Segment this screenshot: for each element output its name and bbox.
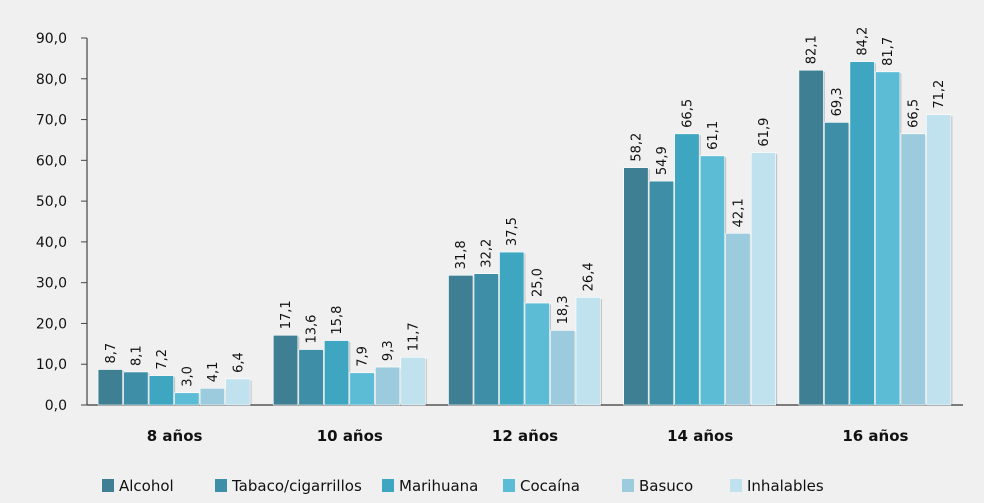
x-category-label: 16 años bbox=[842, 427, 908, 445]
bar bbox=[699, 155, 726, 406]
data-label: 32,2 bbox=[480, 239, 495, 268]
bar bbox=[199, 387, 225, 406]
data-label: 15,8 bbox=[330, 306, 345, 335]
data-label: 81,7 bbox=[881, 37, 896, 66]
data-label: 11,7 bbox=[407, 322, 422, 351]
data-label: 66,5 bbox=[907, 99, 922, 128]
legend-label: Inhalables bbox=[747, 477, 824, 495]
data-label: 58,2 bbox=[629, 133, 644, 162]
bar bbox=[97, 369, 123, 406]
legend-swatch bbox=[730, 479, 742, 492]
bar bbox=[524, 302, 550, 406]
data-label: 13,6 bbox=[305, 315, 320, 344]
bar bbox=[750, 152, 777, 406]
y-tick-label: 70,0 bbox=[36, 113, 67, 129]
y-tick-label: 80,0 bbox=[36, 72, 67, 88]
data-label: 37,5 bbox=[505, 217, 520, 246]
data-label: 9,3 bbox=[381, 340, 396, 361]
bar bbox=[448, 275, 474, 406]
legend-label: Basuco bbox=[639, 477, 693, 495]
y-tick-label: 50,0 bbox=[36, 194, 67, 210]
bar bbox=[225, 378, 251, 406]
data-label: 7,2 bbox=[155, 349, 170, 370]
data-label: 69,3 bbox=[830, 87, 845, 116]
bar bbox=[926, 114, 952, 406]
bar bbox=[875, 71, 901, 406]
bar bbox=[575, 297, 601, 406]
bar bbox=[374, 366, 401, 406]
legend-swatch bbox=[622, 479, 634, 492]
data-label: 6,4 bbox=[231, 352, 246, 373]
data-label: 84,2 bbox=[856, 27, 871, 56]
x-category-label: 12 años bbox=[492, 427, 558, 445]
bar bbox=[550, 330, 576, 406]
y-tick-label: 20,0 bbox=[36, 316, 67, 332]
data-label: 7,9 bbox=[356, 346, 371, 367]
bar bbox=[499, 251, 525, 406]
data-label: 31,8 bbox=[454, 240, 469, 269]
bar bbox=[648, 180, 675, 406]
bar bbox=[148, 375, 174, 406]
bar bbox=[272, 334, 299, 406]
legend-label: Tabaco/cigarrillos bbox=[231, 477, 362, 495]
bar bbox=[174, 392, 200, 406]
bar bbox=[900, 133, 926, 406]
x-category-label: 8 años bbox=[147, 427, 203, 445]
legend-label: Cocaína bbox=[520, 477, 580, 495]
legend-swatch bbox=[503, 479, 515, 492]
bar bbox=[349, 372, 375, 406]
data-label: 25,0 bbox=[531, 268, 546, 297]
data-label: 4,1 bbox=[206, 362, 221, 383]
data-label: 8,7 bbox=[104, 343, 119, 364]
data-label: 66,5 bbox=[680, 99, 695, 128]
legend-label: Alcohol bbox=[119, 477, 174, 495]
legend-swatch bbox=[382, 479, 394, 492]
data-label: 61,9 bbox=[757, 118, 772, 147]
bar bbox=[623, 167, 649, 406]
data-label: 82,1 bbox=[805, 35, 820, 64]
data-label: 61,1 bbox=[706, 121, 721, 150]
data-label: 3,0 bbox=[180, 366, 195, 387]
x-category-label: 14 años bbox=[667, 427, 733, 445]
data-label: 42,1 bbox=[731, 198, 746, 227]
bar bbox=[674, 133, 700, 406]
bar bbox=[298, 349, 324, 406]
bar bbox=[725, 233, 751, 406]
y-tick-label: 40,0 bbox=[36, 235, 67, 251]
x-category-label: 10 años bbox=[317, 427, 383, 445]
y-tick-label: 30,0 bbox=[36, 276, 67, 292]
bar bbox=[824, 122, 850, 406]
legend-swatch bbox=[102, 479, 114, 492]
data-label: 71,2 bbox=[932, 80, 947, 109]
data-label: 18,3 bbox=[556, 295, 571, 324]
legend-label: Marihuana bbox=[399, 477, 478, 495]
bar bbox=[473, 273, 499, 406]
bar bbox=[323, 340, 350, 406]
bar bbox=[400, 356, 426, 406]
y-tick-label: 90,0 bbox=[36, 31, 67, 47]
y-tick-label: 10,0 bbox=[36, 357, 67, 373]
data-label: 26,4 bbox=[582, 262, 597, 291]
y-tick-label: 60,0 bbox=[36, 153, 67, 169]
data-label: 54,9 bbox=[655, 146, 670, 175]
bar bbox=[123, 371, 149, 406]
data-label: 8,1 bbox=[129, 345, 144, 366]
bar bbox=[849, 61, 875, 406]
y-tick-label: 0,0 bbox=[45, 398, 67, 414]
data-label: 17,1 bbox=[279, 300, 294, 329]
legend-swatch bbox=[215, 479, 227, 492]
bar bbox=[798, 69, 824, 406]
